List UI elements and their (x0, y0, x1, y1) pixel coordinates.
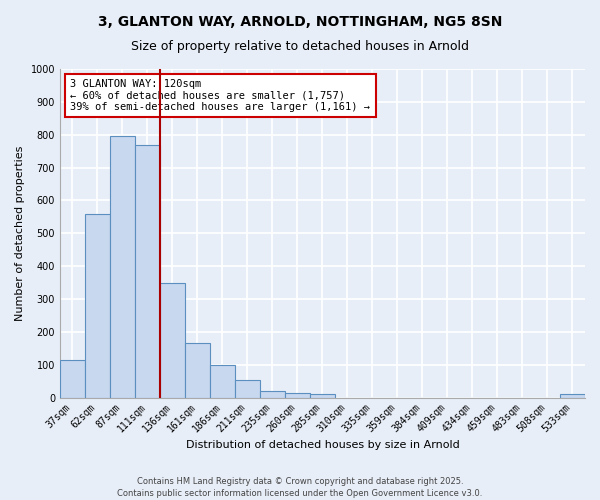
Text: 3 GLANTON WAY: 120sqm
← 60% of detached houses are smaller (1,757)
39% of semi-d: 3 GLANTON WAY: 120sqm ← 60% of detached … (70, 79, 370, 112)
Bar (310, 394, 335, 398)
Bar (85, 214, 110, 398)
Bar (160, 282, 185, 398)
Bar (285, 392, 310, 398)
Bar (110, 136, 135, 398)
Y-axis label: Number of detached properties: Number of detached properties (15, 146, 25, 321)
Bar (210, 364, 235, 398)
Bar (60, 360, 85, 398)
Text: 3, GLANTON WAY, ARNOLD, NOTTINGHAM, NG5 8SN: 3, GLANTON WAY, ARNOLD, NOTTINGHAM, NG5 … (98, 15, 502, 29)
Bar (185, 344, 210, 398)
X-axis label: Distribution of detached houses by size in Arnold: Distribution of detached houses by size … (185, 440, 460, 450)
Text: Contains HM Land Registry data © Crown copyright and database right 2025.
Contai: Contains HM Land Registry data © Crown c… (118, 476, 482, 498)
Bar (260, 391, 285, 398)
Bar (235, 380, 260, 398)
Bar (560, 394, 585, 398)
Text: Size of property relative to detached houses in Arnold: Size of property relative to detached ho… (131, 40, 469, 53)
Bar (135, 144, 160, 398)
